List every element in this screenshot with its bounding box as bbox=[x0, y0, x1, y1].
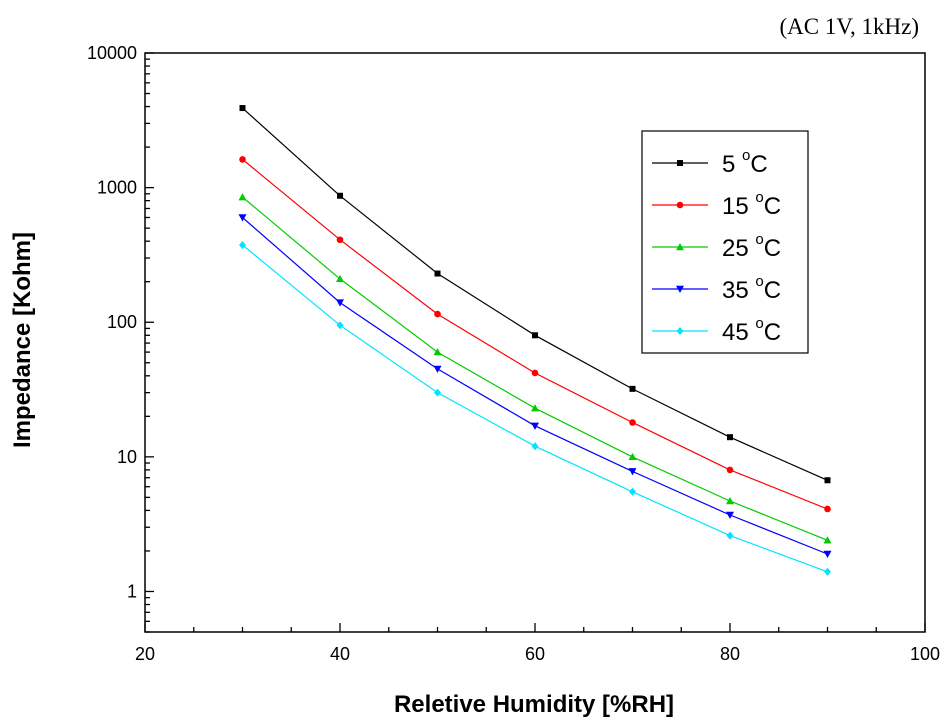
data-point bbox=[726, 496, 734, 505]
legend-label: 5 oC bbox=[722, 147, 768, 178]
y-tick-label: 10000 bbox=[87, 43, 137, 63]
data-point bbox=[532, 332, 538, 339]
series-45 bbox=[239, 240, 831, 576]
data-point bbox=[239, 156, 246, 163]
legend-box bbox=[641, 130, 809, 354]
data-point bbox=[726, 466, 734, 474]
x-axis: 20 40 60 80 100 bbox=[135, 623, 940, 664]
y-tick-label: 1000 bbox=[97, 178, 137, 198]
data-point bbox=[336, 321, 344, 330]
data-point bbox=[727, 434, 733, 441]
legend-item: 45 oC bbox=[652, 315, 781, 346]
legend-label: 35 oC bbox=[722, 273, 781, 304]
data-point bbox=[629, 487, 636, 496]
data-point bbox=[337, 192, 343, 199]
data-point bbox=[531, 369, 539, 377]
data-point bbox=[629, 385, 636, 392]
legend-label: 45 oC bbox=[722, 315, 781, 346]
series-25 bbox=[238, 193, 832, 544]
legend-marker bbox=[676, 327, 684, 335]
y-axis: 1 10 100 1000 10000 bbox=[87, 43, 154, 633]
data-point bbox=[628, 452, 637, 461]
legend-item: 35 oC bbox=[652, 273, 781, 304]
y-tick-label: 1 bbox=[127, 581, 137, 601]
data-point bbox=[434, 310, 441, 318]
legend-marker bbox=[676, 285, 684, 293]
data-point bbox=[434, 388, 441, 397]
data-point bbox=[336, 274, 344, 283]
data-point bbox=[726, 511, 734, 519]
data-point bbox=[238, 214, 247, 222]
legend-marker bbox=[676, 201, 684, 209]
data-point bbox=[824, 477, 831, 484]
data-point bbox=[239, 105, 246, 112]
data-point bbox=[824, 567, 831, 576]
chart-annotation: (AC 1V, 1kHz) bbox=[780, 14, 919, 39]
legend-label: 25 oC bbox=[722, 231, 781, 262]
x-tick-label: 80 bbox=[720, 644, 740, 664]
data-point bbox=[531, 404, 539, 412]
legend-item: 25 oC bbox=[652, 231, 781, 262]
data-point bbox=[823, 536, 832, 544]
data-point bbox=[336, 299, 344, 307]
x-tick-label: 20 bbox=[135, 644, 155, 664]
series-35 bbox=[238, 214, 832, 558]
series-layer bbox=[238, 105, 832, 576]
data-point bbox=[531, 422, 539, 430]
y-tick-label: 100 bbox=[107, 312, 137, 332]
legend-marker bbox=[676, 243, 684, 251]
y-axis-title: Impedance [Kohm] bbox=[9, 232, 36, 448]
data-point bbox=[823, 550, 832, 558]
data-point bbox=[336, 236, 344, 244]
legend-item: 5 oC bbox=[652, 147, 768, 178]
x-tick-label: 60 bbox=[525, 644, 545, 664]
data-point bbox=[628, 468, 637, 476]
y-tick-label: 10 bbox=[117, 447, 137, 467]
x-axis-title: Reletive Humidity [%RH] bbox=[394, 691, 674, 718]
data-point bbox=[629, 419, 636, 426]
legend: 5 oC 15 oC 25 oC 35 oC 45 oC bbox=[641, 130, 809, 354]
data-point bbox=[433, 348, 442, 356]
data-point bbox=[434, 270, 441, 277]
data-point bbox=[531, 442, 539, 451]
data-point bbox=[726, 531, 734, 540]
data-point bbox=[433, 365, 442, 373]
data-point bbox=[238, 193, 247, 201]
series-5 bbox=[239, 105, 831, 484]
series-15 bbox=[239, 156, 831, 513]
legend-label: 15 oC bbox=[722, 189, 781, 220]
legend-item: 15 oC bbox=[652, 189, 781, 220]
x-tick-label: 100 bbox=[910, 644, 940, 664]
legend-marker bbox=[677, 160, 683, 166]
data-point bbox=[239, 240, 246, 249]
x-tick-label: 40 bbox=[330, 644, 350, 664]
data-point bbox=[824, 505, 831, 513]
